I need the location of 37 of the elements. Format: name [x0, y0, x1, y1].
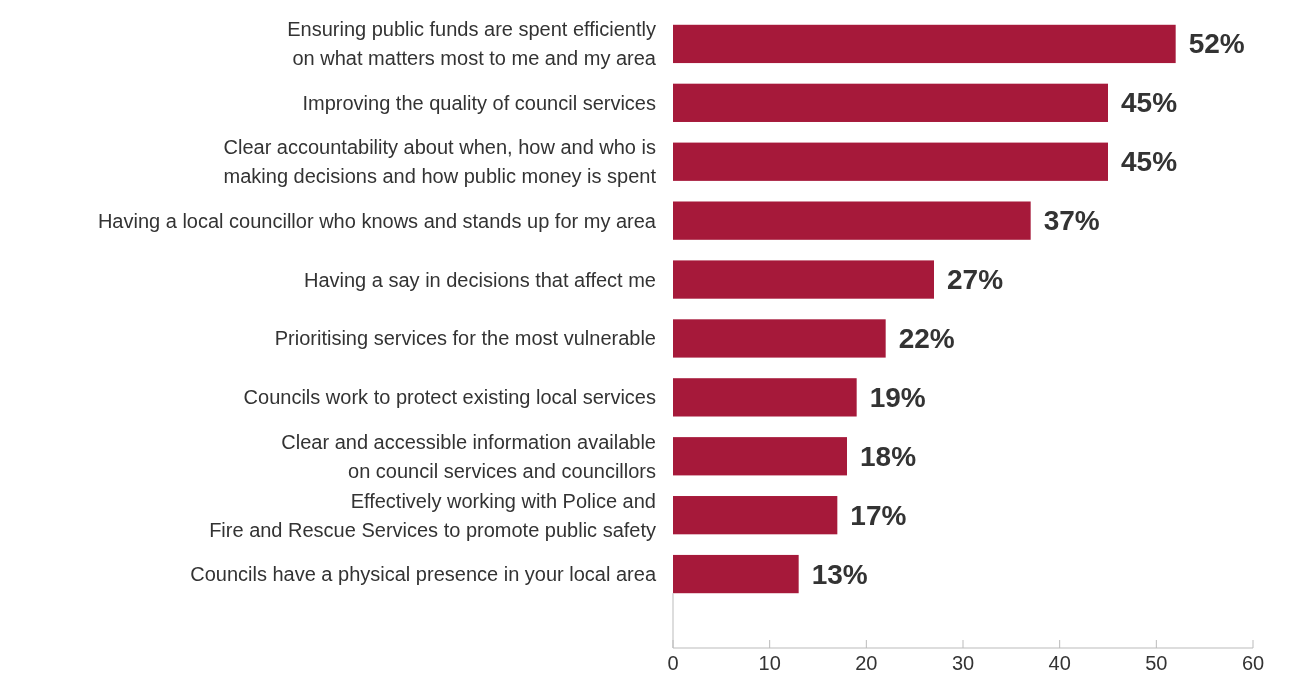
- bar: [673, 24, 1176, 64]
- bar: [673, 142, 1108, 181]
- data-label: 19%: [869, 381, 926, 413]
- x-tick-label: 30: [951, 652, 975, 674]
- data-label: 17%: [850, 499, 907, 531]
- data-label: 27%: [947, 264, 1004, 296]
- y-tick-label: Clear and accessible information available on council services and councillors: [281, 430, 656, 482]
- bar: [673, 260, 934, 299]
- y-tick-label: Councils have a physical presence in your local area: [190, 563, 657, 586]
- y-tick-label: Having a local councillor who knows and stands up for my area: [97, 209, 657, 232]
- x-tick-label: 60: [1241, 652, 1265, 674]
- x-tick-label: 40: [1048, 652, 1071, 674]
- y-tick-label: Effectively working with Police and Fire and Rescue Services to promote public safety: [209, 489, 656, 541]
- x-tick-label: 50: [1145, 652, 1168, 674]
- data-label: 18%: [860, 440, 917, 472]
- y-tick-label: Ensuring public funds are spent efficiently on what matters most to me and my area: [287, 18, 657, 70]
- data-label: 37%: [1043, 205, 1100, 237]
- bar: [673, 378, 857, 417]
- y-tick-label: Councils work to protect existing local services: [243, 386, 656, 409]
- bar: [673, 496, 838, 535]
- data-label: 45%: [1121, 87, 1178, 119]
- y-tick-label: Improving the quality of council services: [302, 91, 656, 114]
- bar: [673, 554, 799, 594]
- x-tick-label: 20: [855, 652, 878, 674]
- bar: [673, 201, 1031, 240]
- x-tick-label: 10: [758, 652, 781, 674]
- data-label: 22%: [898, 322, 955, 354]
- bar: [673, 437, 847, 476]
- data-label: 52%: [1188, 28, 1245, 60]
- data-label: 45%: [1121, 146, 1178, 178]
- y-tick-label: Clear accountability about when, how and who is making decisions and how public money is spent: [223, 136, 657, 188]
- y-tick-label: Having a say in decisions that affect me: [303, 268, 656, 291]
- x-tick-label: 0: [667, 652, 679, 674]
- y-tick-label: Prioritising services for the most vulnerable: [274, 327, 656, 350]
- bar: [673, 83, 1108, 122]
- bar: [673, 319, 886, 358]
- data-label: 13%: [811, 558, 868, 590]
